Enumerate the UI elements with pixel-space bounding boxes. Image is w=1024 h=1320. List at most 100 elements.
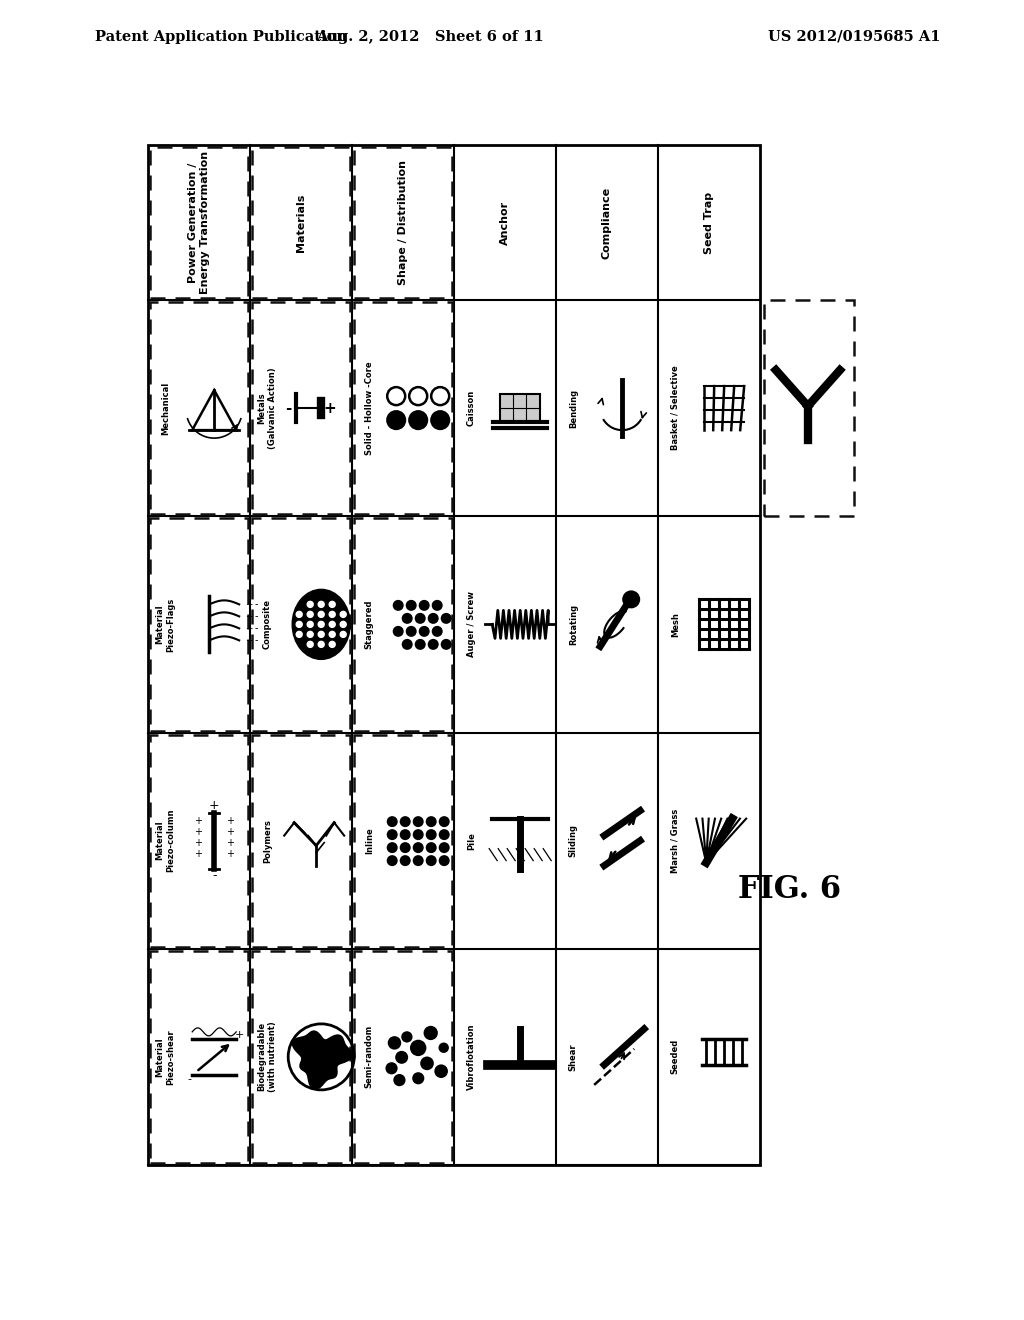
Text: +: +	[226, 849, 234, 858]
Bar	[354, 950, 452, 1163]
Text: Patent Application Publication: Patent Application Publication	[95, 30, 347, 44]
Circle shape	[392, 599, 403, 611]
Circle shape	[340, 631, 346, 638]
Circle shape	[307, 642, 313, 647]
Bar	[150, 302, 248, 515]
Text: +: +	[246, 612, 253, 620]
Text: Semi-random: Semi-random	[365, 1026, 374, 1089]
Text: Seeded: Seeded	[671, 1039, 680, 1074]
Text: Composite: Composite	[263, 599, 271, 649]
Text: -: -	[254, 599, 258, 610]
Circle shape	[440, 612, 452, 624]
Circle shape	[426, 842, 436, 853]
Text: +: +	[195, 838, 202, 847]
Circle shape	[623, 590, 640, 609]
Circle shape	[406, 599, 417, 611]
Circle shape	[387, 816, 397, 828]
Bar	[252, 734, 350, 946]
Bar	[764, 300, 854, 516]
Circle shape	[329, 611, 335, 618]
Circle shape	[307, 602, 313, 607]
Circle shape	[426, 816, 436, 828]
Text: Shear: Shear	[569, 1043, 578, 1071]
Circle shape	[307, 611, 313, 618]
Circle shape	[340, 622, 346, 627]
Text: -: -	[285, 401, 292, 416]
Text: Bending: Bending	[569, 388, 578, 428]
Bar	[354, 302, 452, 515]
Circle shape	[415, 639, 426, 649]
Circle shape	[413, 842, 424, 853]
Text: +: +	[226, 838, 234, 847]
Circle shape	[413, 1072, 424, 1084]
Text: Pile: Pile	[467, 832, 476, 850]
Circle shape	[415, 612, 426, 624]
Circle shape	[428, 612, 438, 624]
Circle shape	[318, 622, 325, 627]
Circle shape	[296, 631, 302, 638]
Bar	[354, 519, 452, 730]
Text: Materials: Materials	[296, 193, 306, 252]
Text: US 2012/0195685 A1: US 2012/0195685 A1	[768, 30, 940, 44]
Circle shape	[438, 842, 450, 853]
Text: Solid - Hollow -Core: Solid - Hollow -Core	[365, 362, 374, 455]
Circle shape	[399, 829, 411, 840]
Bar	[354, 734, 452, 946]
Text: +: +	[246, 624, 253, 632]
Circle shape	[438, 816, 450, 828]
Bar	[252, 950, 350, 1163]
Text: Shape / Distribution: Shape / Distribution	[398, 160, 408, 285]
Bar	[252, 519, 350, 730]
Circle shape	[410, 411, 427, 429]
Text: +: +	[226, 826, 234, 837]
Circle shape	[296, 622, 302, 627]
Bar	[354, 147, 452, 298]
Circle shape	[432, 599, 442, 611]
Circle shape	[438, 855, 450, 866]
Circle shape	[318, 631, 325, 638]
Circle shape	[387, 829, 397, 840]
Text: Material
Piezo-Flags: Material Piezo-Flags	[156, 597, 175, 652]
Text: Caisson: Caisson	[467, 389, 476, 426]
Text: Inline: Inline	[365, 828, 374, 854]
Circle shape	[401, 612, 413, 624]
Text: Anchor: Anchor	[500, 201, 510, 244]
Text: Staggered: Staggered	[365, 599, 374, 649]
Circle shape	[318, 611, 325, 618]
Circle shape	[307, 631, 313, 638]
Text: Mechanical: Mechanical	[161, 381, 170, 434]
Circle shape	[329, 631, 335, 638]
Text: Sliding: Sliding	[569, 824, 578, 857]
Circle shape	[329, 622, 335, 627]
Circle shape	[387, 842, 397, 853]
Text: Mesh: Mesh	[671, 612, 680, 636]
Circle shape	[401, 1031, 413, 1043]
Text: Seed Trap: Seed Trap	[705, 191, 714, 253]
Text: Metals
(Galvanic Action): Metals (Galvanic Action)	[258, 367, 278, 449]
Circle shape	[413, 855, 424, 866]
Circle shape	[399, 842, 411, 853]
Ellipse shape	[292, 589, 350, 660]
Text: -: -	[187, 1074, 191, 1084]
Text: +: +	[209, 799, 219, 812]
Circle shape	[432, 626, 442, 636]
Circle shape	[419, 599, 430, 611]
Bar	[252, 302, 350, 515]
Text: Rotating: Rotating	[569, 603, 578, 645]
Text: -: -	[254, 623, 258, 634]
Text: Vibroflotation: Vibroflotation	[467, 1023, 476, 1090]
Text: +: +	[195, 816, 202, 825]
Circle shape	[329, 642, 335, 647]
Circle shape	[340, 611, 346, 618]
Circle shape	[426, 829, 436, 840]
Bar	[150, 519, 248, 730]
Text: +: +	[324, 401, 337, 416]
Bar	[500, 395, 541, 422]
Text: Material
Piezo-shear: Material Piezo-shear	[156, 1030, 175, 1085]
Text: +: +	[226, 816, 234, 825]
Text: FIG. 6: FIG. 6	[738, 874, 842, 906]
Circle shape	[440, 639, 452, 649]
Circle shape	[420, 1056, 434, 1071]
Circle shape	[438, 829, 450, 840]
Text: -: -	[254, 635, 258, 645]
